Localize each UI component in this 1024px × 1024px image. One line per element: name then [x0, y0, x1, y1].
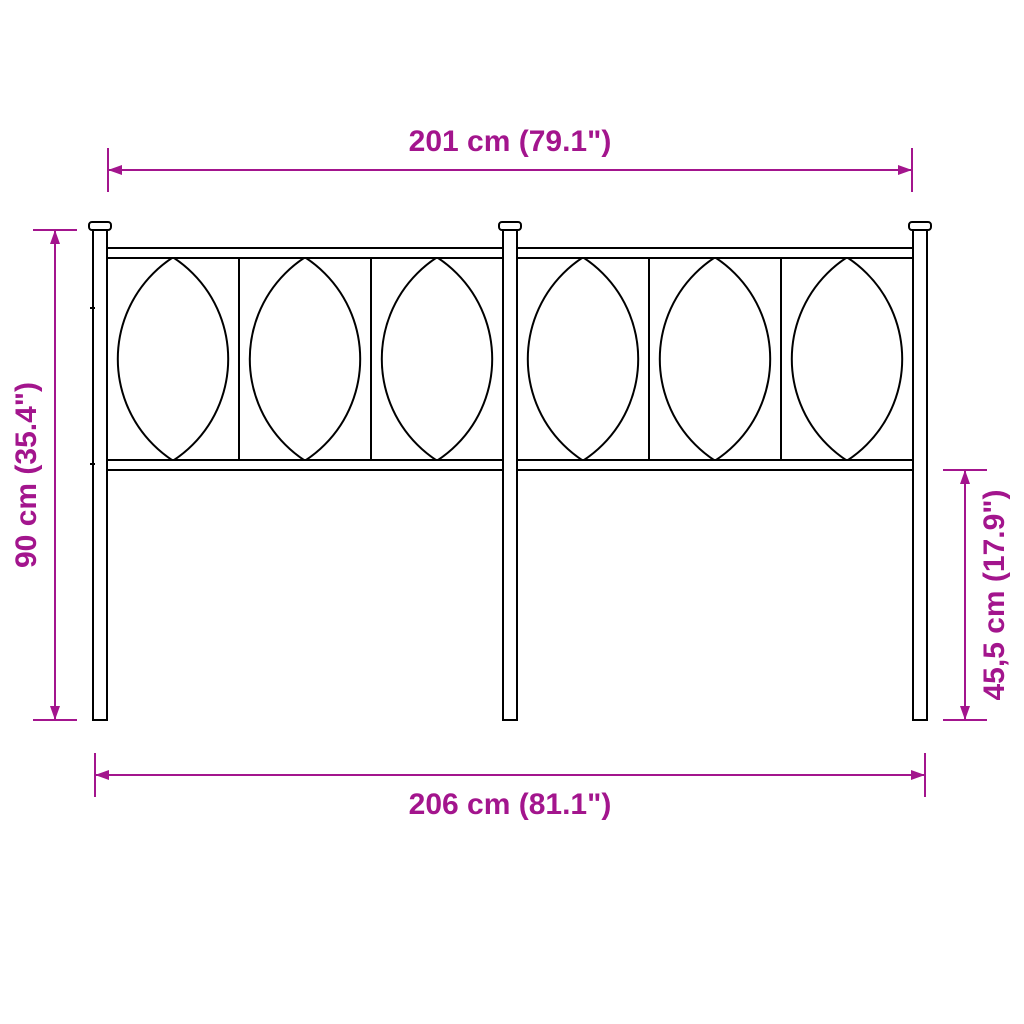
dim-label-left: 90 cm (35.4") — [10, 382, 44, 568]
dim-label-right: 45,5 cm (17.9") — [978, 489, 1012, 700]
diagram-stage: 201 cm (79.1") 206 cm (81.1") 90 cm (35.… — [0, 0, 1024, 1024]
dim-label-bottom: 206 cm (81.1") — [409, 788, 612, 822]
dim-label-top: 201 cm (79.1") — [409, 125, 612, 159]
